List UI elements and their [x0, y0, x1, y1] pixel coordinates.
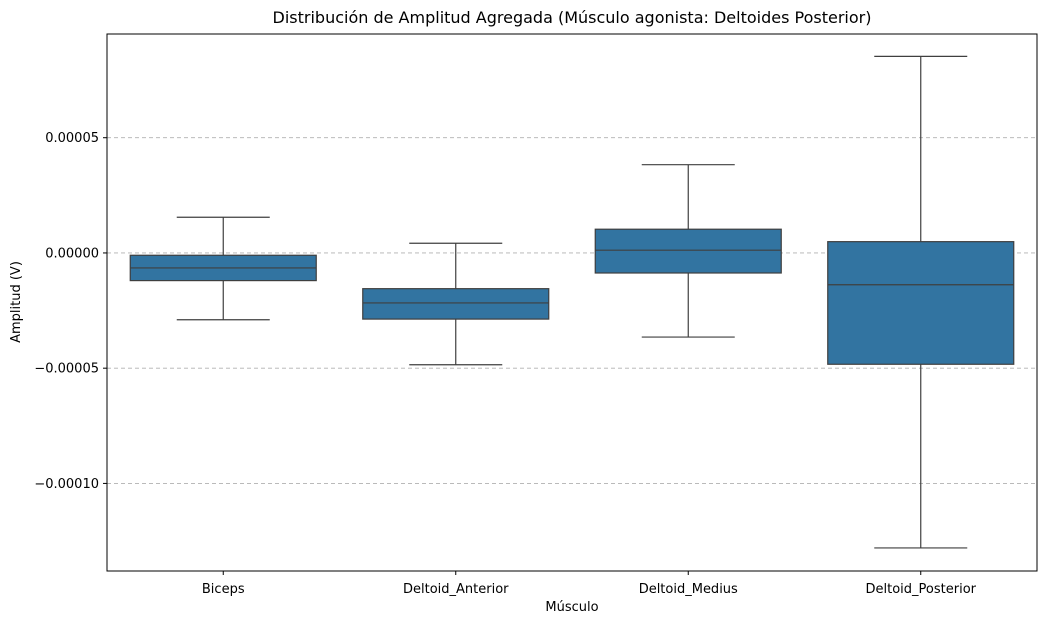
x-tick-label: Deltoid_Medius — [639, 582, 738, 597]
y-tick-label: 0.00000 — [45, 246, 99, 261]
box-Deltoid_Anterior — [362, 242, 550, 366]
iqr-box — [827, 241, 1015, 365]
y-tick-label: −0.00005 — [34, 362, 99, 377]
y-axis-ticks: 0.00005 0.00000 −0.00005 −0.00010 — [34, 131, 107, 492]
box-Deltoid_Posterior — [827, 55, 1015, 549]
boxes-group — [129, 55, 1015, 549]
y-tick-label: 0.00005 — [45, 131, 99, 146]
plot-frame — [106, 33, 1038, 572]
x-tick-label: Biceps — [202, 582, 245, 597]
x-tick-label: Deltoid_Anterior — [403, 582, 509, 597]
x-axis-ticks: Biceps Deltoid_Anterior Deltoid_Medius Delt… — [202, 571, 977, 597]
iqr-box — [362, 288, 550, 320]
iqr-box — [594, 228, 782, 274]
box-Biceps — [129, 216, 317, 321]
x-tick-label: Deltoid_Posterior — [866, 582, 977, 597]
chart-title: Distribución de Amplitud Agregada (Múscu… — [273, 8, 872, 27]
grid-lines — [107, 137, 1037, 484]
box-Deltoid_Medius — [594, 164, 782, 338]
x-axis-label: Músculo — [545, 600, 598, 615]
y-tick-label: −0.00010 — [34, 477, 99, 492]
y-axis-label: Amplitud (V) — [9, 261, 24, 343]
